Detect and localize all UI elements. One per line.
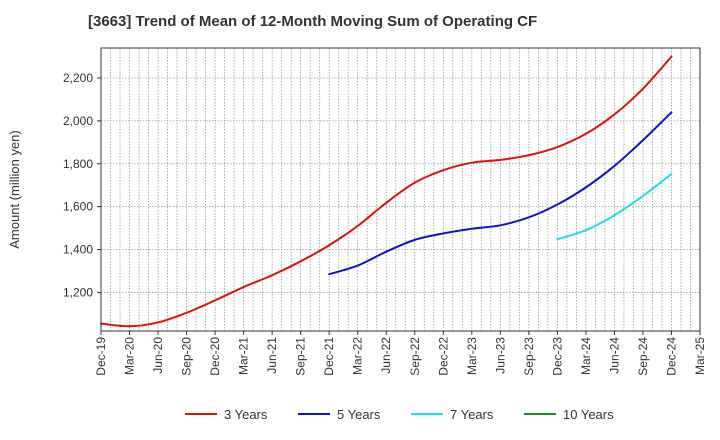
x-tick-label: Dec-20	[208, 337, 222, 376]
x-tick-label: Jun-24	[607, 337, 621, 374]
x-tick-label: Jun-21	[265, 337, 279, 374]
y-tick-label: 1,400	[63, 243, 93, 257]
series-line-5-years	[328, 111, 673, 276]
x-tick-label: Sep-22	[408, 337, 422, 376]
plot-area	[100, 47, 701, 332]
series-lines	[100, 55, 673, 328]
x-tick-label: Mar-22	[351, 337, 365, 375]
grid	[101, 48, 700, 331]
y-tick-label: 2,000	[63, 114, 93, 128]
x-tick-label: Dec-21	[322, 337, 336, 376]
x-tick-label: Sep-23	[522, 337, 536, 376]
legend: 3 Years 5 Years 7 Years 10 Years	[185, 407, 614, 422]
x-tick-label: Dec-22	[436, 337, 450, 376]
chart-title: [3663] Trend of Mean of 12-Month Moving …	[88, 13, 538, 30]
x-tick-label: Mar-24	[579, 337, 593, 375]
legend-label: 10 Years	[563, 407, 614, 422]
series-line-3-years	[100, 55, 673, 328]
x-tick-label: Dec-19	[94, 337, 108, 376]
y-tick-label: 2,200	[63, 71, 93, 85]
x-tick-label: Jun-22	[379, 337, 393, 374]
x-axis: Dec-19 Mar-20 Jun-20 Sep-20 Dec-20 Mar-21 Jun-…	[94, 331, 707, 376]
y-tick-label: 1,600	[63, 200, 93, 214]
x-tick-label: Dec-23	[550, 337, 564, 376]
x-tick-label: Mar-23	[465, 337, 479, 375]
x-tick-label: Sep-21	[294, 337, 308, 376]
x-tick-label: Dec-24	[664, 337, 678, 376]
y-axis: 1,200 1,400 1,600 1,800 2,000 2,200	[63, 71, 101, 299]
y-axis-title: Amount (million yen)	[7, 130, 22, 249]
x-tick-label: Sep-24	[636, 337, 650, 376]
y-tick-label: 1,800	[63, 157, 93, 171]
x-tick-label: Mar-21	[237, 337, 251, 375]
x-tick-label: Mar-25	[693, 337, 707, 375]
legend-item-5-years: 5 Years	[298, 407, 381, 422]
legend-label: 7 Years	[450, 407, 494, 422]
series-line-7-years	[556, 173, 673, 241]
x-tick-label: Jun-20	[151, 337, 165, 374]
x-tick-label: Jun-23	[493, 337, 507, 374]
legend-item-7-years: 7 Years	[411, 407, 494, 422]
y-tick-label: 1,200	[63, 285, 93, 299]
x-tick-label: Sep-20	[180, 337, 194, 376]
x-tick-label: Mar-20	[123, 337, 137, 375]
legend-label: 5 Years	[337, 407, 381, 422]
legend-item-10-years: 10 Years	[524, 407, 614, 422]
legend-item-3-years: 3 Years	[185, 407, 268, 422]
legend-label: 3 Years	[224, 407, 268, 422]
